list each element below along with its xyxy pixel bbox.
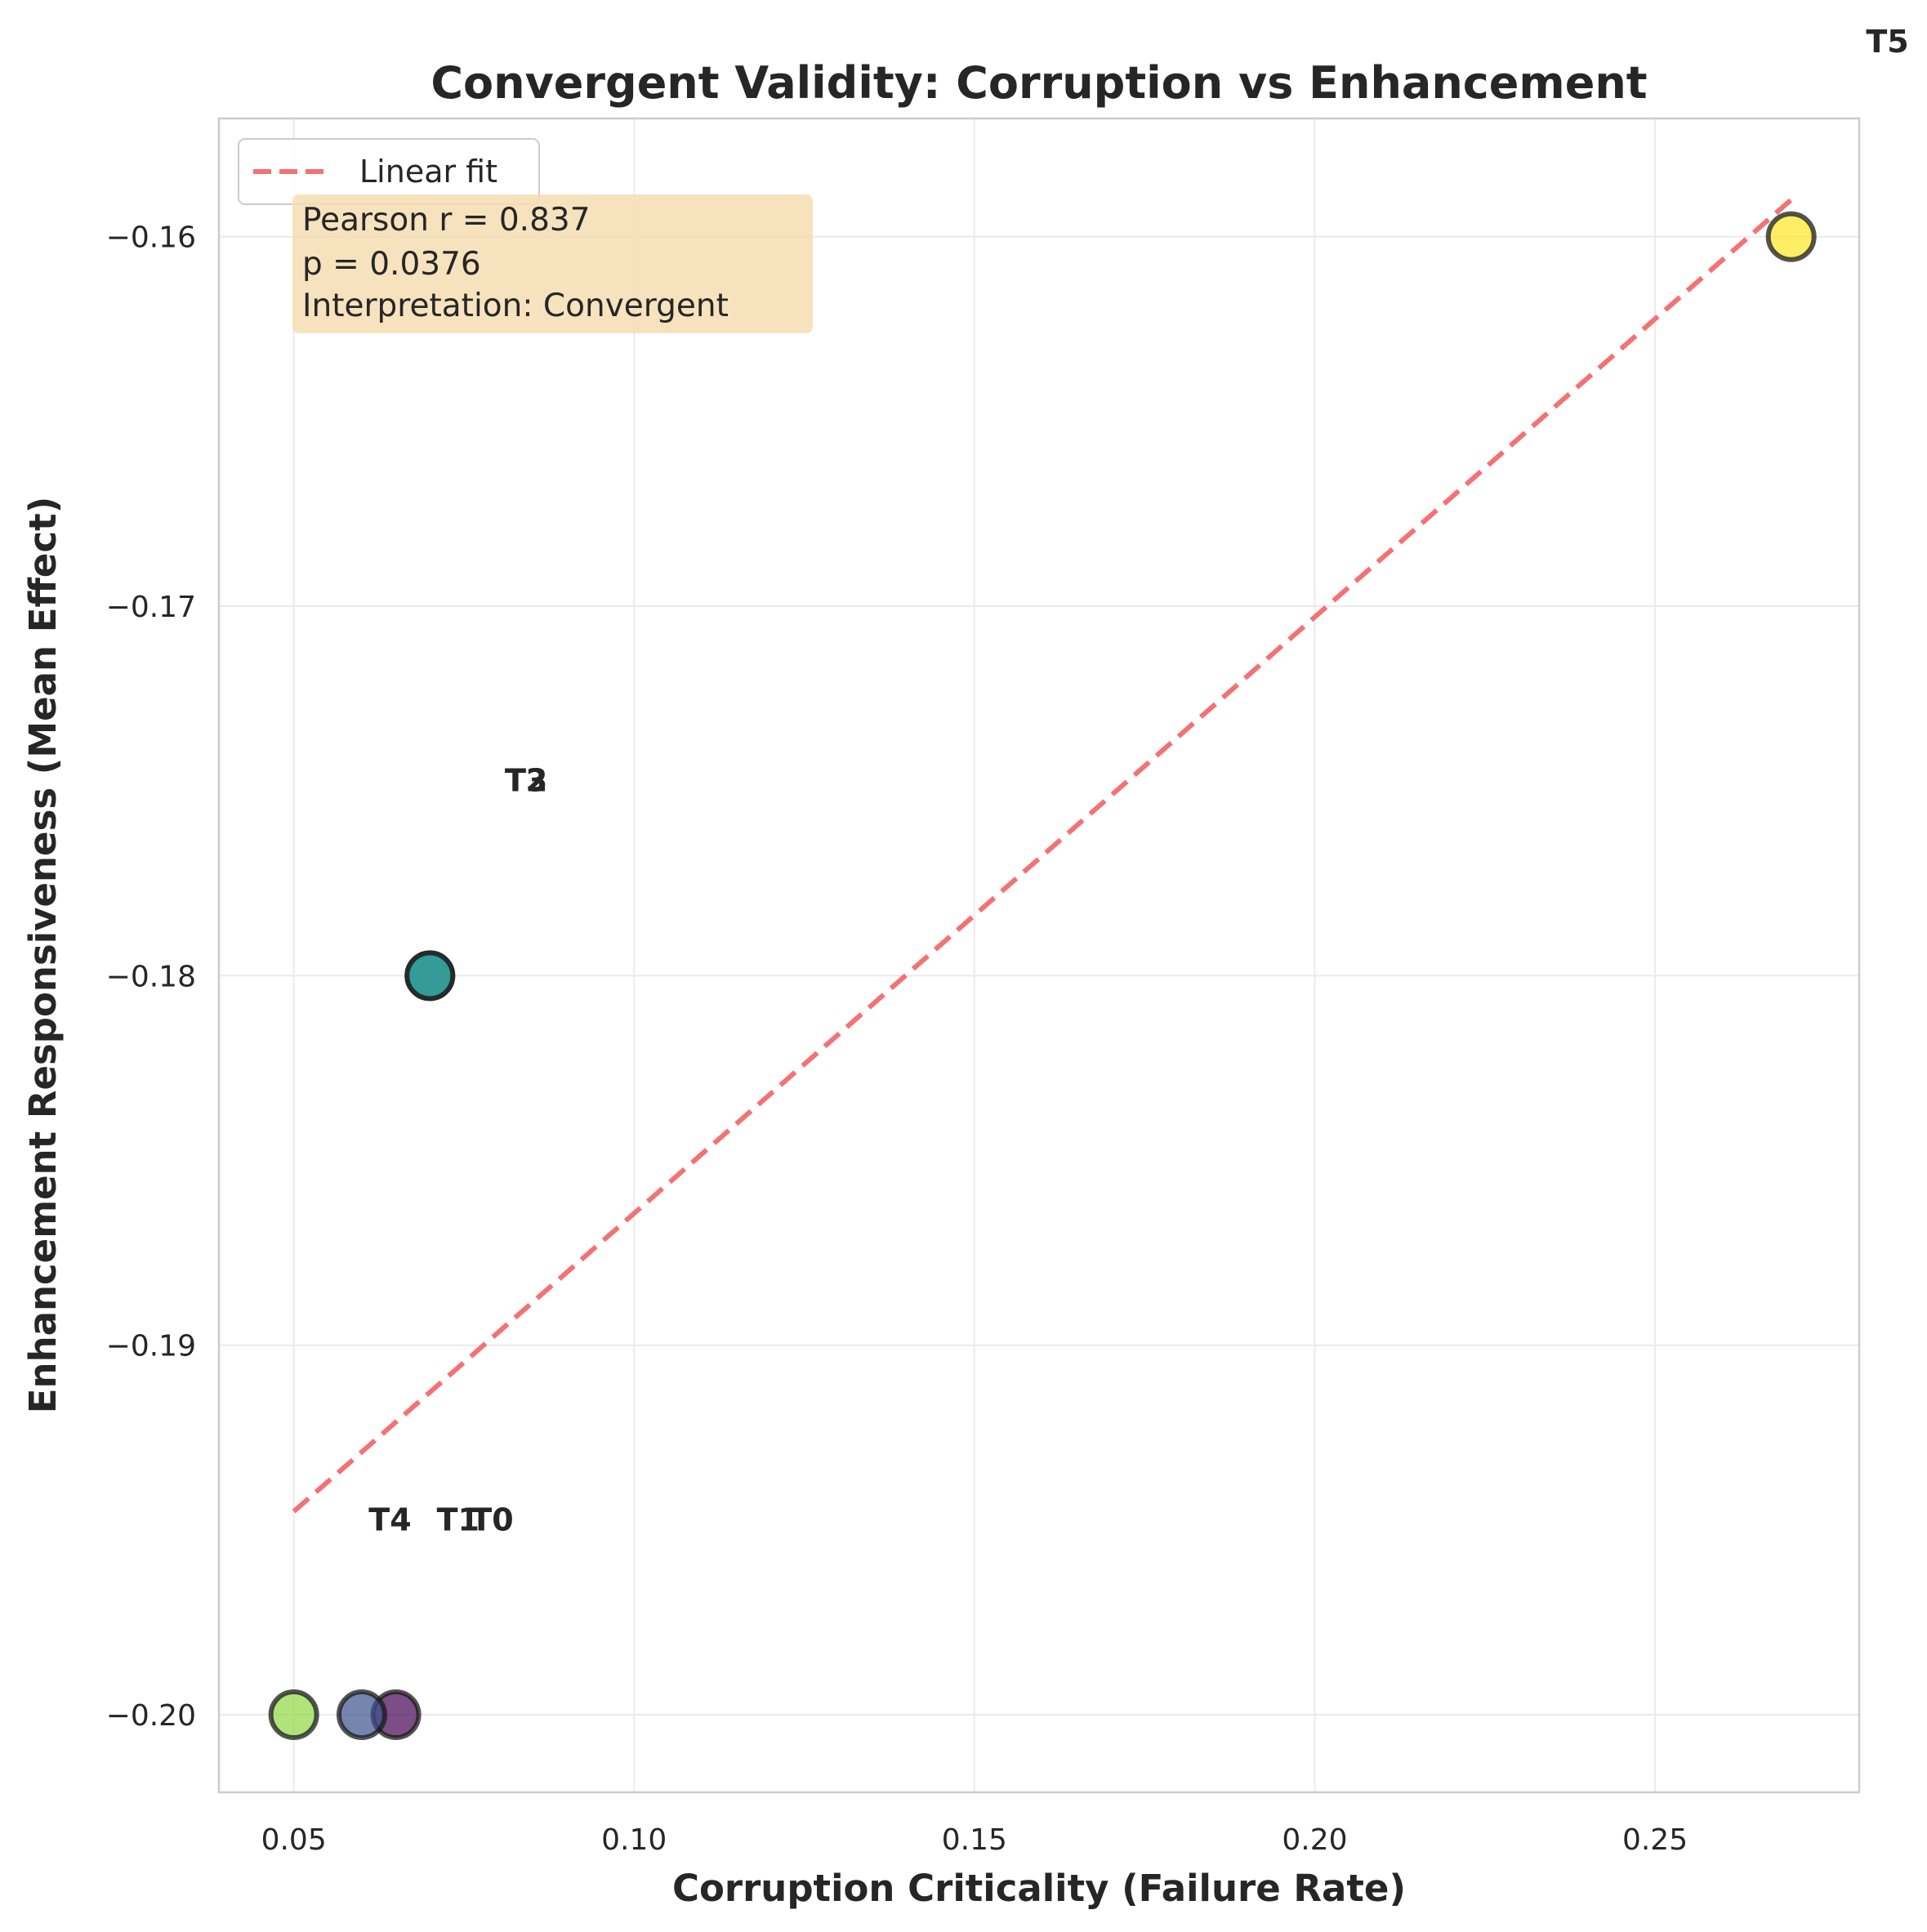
plot-area: [219, 118, 1859, 1792]
x-axis-title: Corruption Criticality (Failure Rate): [672, 1867, 1406, 1910]
points-group: [268, 211, 1817, 1741]
grid: [219, 118, 1859, 1792]
stats-interpretation: Interpretation: Convergent: [302, 288, 729, 324]
x-tick-label: 0.10: [601, 1823, 667, 1857]
y-tick-labels: −0.20 −0.19 −0.18 −0.17 −0.16: [106, 221, 196, 1733]
x-tick-label: 0.15: [942, 1823, 1007, 1857]
x-tick-label: 0.25: [1622, 1823, 1688, 1857]
point-label-t5: T5: [1866, 24, 1908, 60]
fit-line: [292, 198, 1793, 1514]
x-tick-labels: 0.05 0.10 0.15 0.20 0.25: [261, 1823, 1688, 1857]
point-t3: [404, 950, 456, 1002]
plot-frame: [217, 117, 1861, 1794]
point-t5: [1765, 211, 1817, 262]
stats-pearson-r: Pearson r = 0.837: [302, 202, 591, 239]
x-tick-label: 0.05: [261, 1823, 327, 1857]
chart-title: Convergent Validity: Corruption vs Enhan…: [430, 57, 1647, 109]
x-tick-label: 0.20: [1282, 1823, 1347, 1857]
fit-line-group: [292, 198, 1793, 1514]
point-label-t1: T1: [437, 1501, 480, 1537]
y-tick-label: −0.19: [106, 1330, 196, 1363]
y-tick-label: −0.18: [106, 960, 196, 993]
legend-label-linear-fit: Linear fit: [359, 154, 497, 190]
point-label-t0: T0: [471, 1501, 513, 1537]
point-label-t2: T2: [505, 763, 547, 799]
point-t1: [336, 1689, 387, 1741]
stats-box-background: [292, 194, 813, 333]
legend: Linear fit: [238, 138, 540, 205]
point-t4: [268, 1689, 319, 1741]
stats-p-value: p = 0.0376: [302, 246, 481, 283]
stats-box: Pearson r = 0.837 p = 0.0376 Interpretat…: [292, 194, 813, 333]
point-label-t3: T3: [505, 763, 547, 799]
y-tick-label: −0.16: [106, 221, 196, 255]
point-label-t4: T4: [368, 1501, 411, 1537]
y-tick-label: −0.20: [106, 1699, 196, 1733]
y-tick-label: −0.17: [106, 591, 196, 624]
y-axis-title: Enhancement Responsiveness (Mean Effect): [21, 497, 65, 1413]
